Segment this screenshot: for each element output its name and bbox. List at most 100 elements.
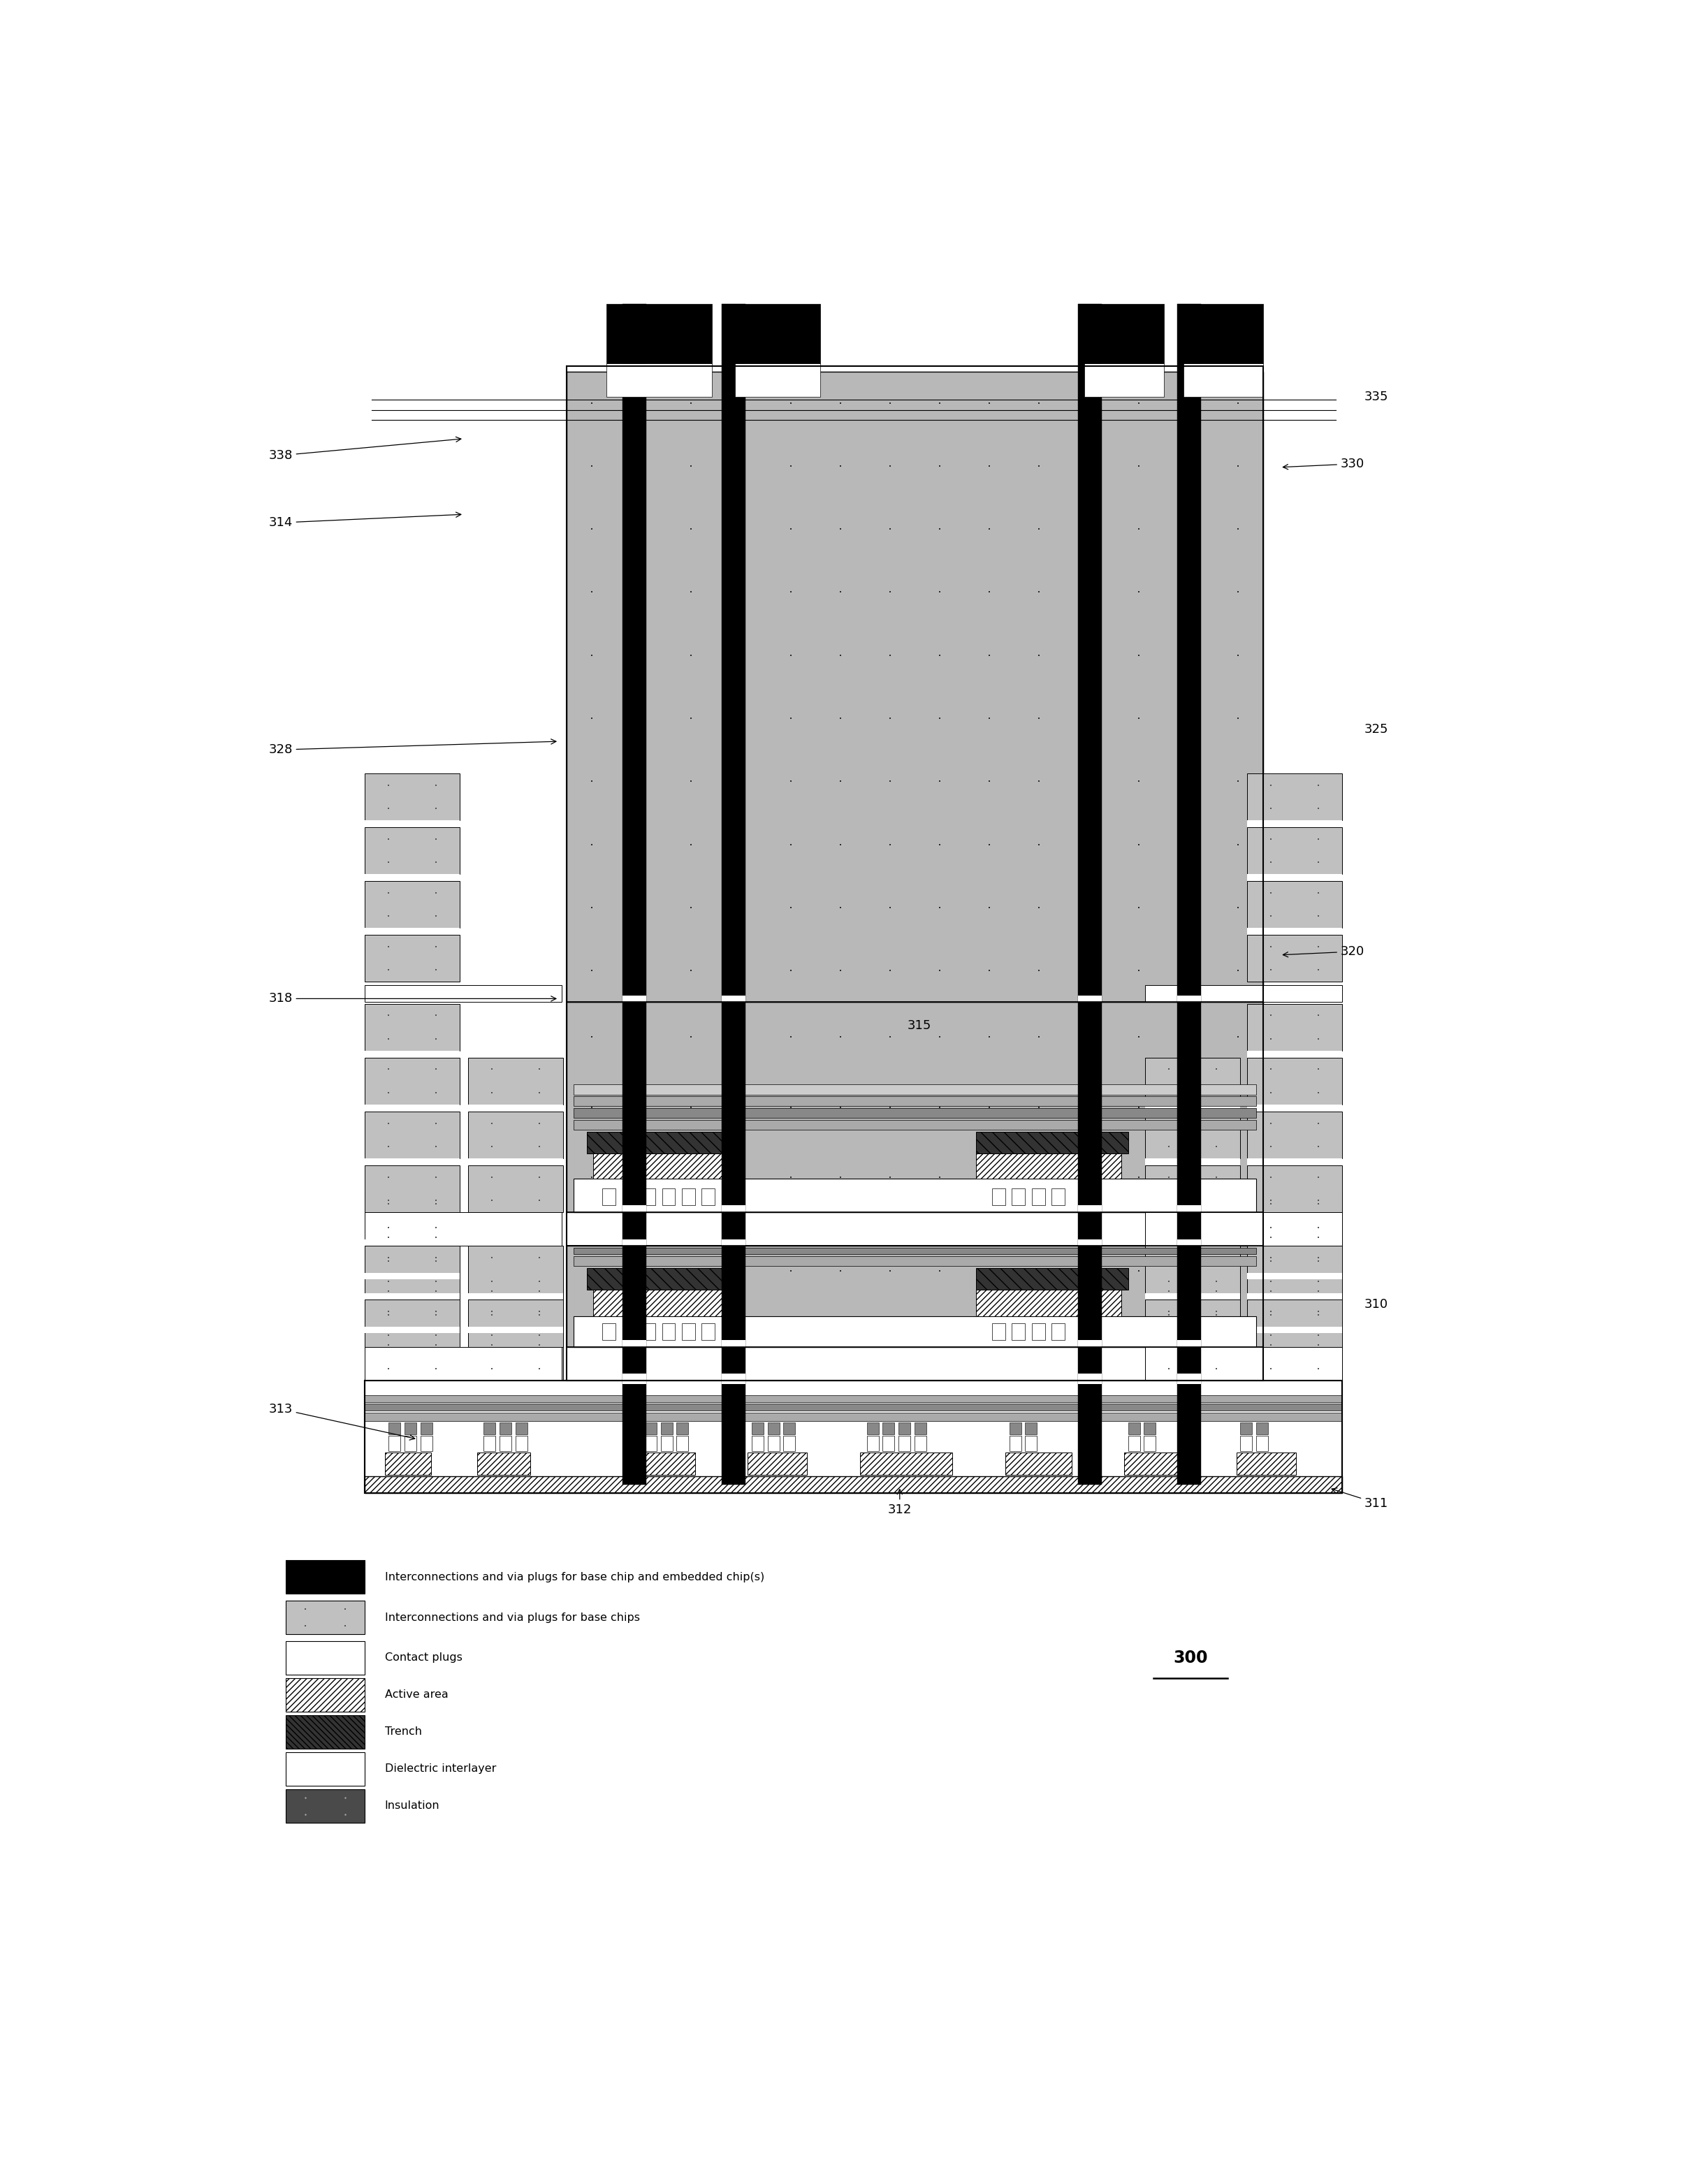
Bar: [642, 1324, 656, 1341]
Point: [291, 1592, 319, 1627]
Bar: [1247, 1273, 1343, 1280]
Point: [423, 1243, 450, 1278]
Point: [1258, 791, 1285, 826]
Point: [1155, 1328, 1183, 1363]
Bar: [574, 1256, 1256, 1267]
Point: [1026, 1254, 1053, 1289]
Point: [375, 767, 402, 802]
Point: [728, 511, 755, 546]
Text: 314: 314: [269, 513, 462, 529]
Bar: [365, 773, 460, 821]
Point: [375, 952, 402, 987]
Point: [1026, 638, 1053, 673]
Point: [423, 1297, 450, 1332]
Bar: [1145, 1280, 1241, 1326]
Point: [1305, 1297, 1333, 1332]
Point: [375, 1053, 402, 1088]
Point: [876, 701, 903, 736]
Point: [1225, 828, 1252, 863]
Point: [925, 764, 953, 799]
Point: [423, 1273, 450, 1308]
Bar: [1184, 363, 1263, 397]
Bar: [1079, 1206, 1102, 1212]
Point: [678, 701, 705, 736]
Point: [423, 1317, 450, 1352]
Point: [1026, 1160, 1053, 1195]
Point: [777, 1160, 804, 1195]
Bar: [721, 1238, 745, 1245]
Bar: [682, 1188, 695, 1206]
Bar: [365, 1293, 460, 1299]
Bar: [622, 1324, 636, 1341]
Bar: [499, 1435, 511, 1450]
Bar: [365, 1380, 1343, 1494]
Point: [1305, 1241, 1333, 1275]
Point: [1305, 928, 1333, 963]
Bar: [389, 1435, 400, 1450]
Bar: [593, 1289, 738, 1317]
Point: [1258, 1186, 1285, 1221]
Bar: [365, 935, 460, 983]
Point: [1125, 574, 1152, 609]
Point: [1305, 1053, 1333, 1088]
Point: [423, 1160, 450, 1195]
Text: 312: 312: [888, 1489, 912, 1516]
Bar: [365, 1158, 460, 1164]
Point: [525, 1297, 552, 1332]
Point: [1305, 1022, 1333, 1057]
Point: [876, 384, 903, 419]
Point: [1258, 998, 1285, 1033]
Point: [375, 1160, 402, 1195]
Point: [826, 384, 854, 419]
Point: [876, 1254, 903, 1289]
Bar: [1184, 304, 1263, 363]
Bar: [751, 1435, 763, 1450]
Point: [1225, 384, 1252, 419]
Point: [375, 791, 402, 826]
Point: [976, 828, 1004, 863]
Point: [525, 1293, 552, 1328]
Point: [1258, 1184, 1285, 1219]
Point: [925, 448, 953, 483]
Point: [678, 764, 705, 799]
Bar: [1079, 1378, 1102, 1385]
Bar: [365, 1192, 460, 1238]
Point: [1203, 1265, 1230, 1299]
Point: [627, 1304, 654, 1339]
Bar: [1026, 1422, 1038, 1435]
Bar: [1177, 1206, 1201, 1212]
Bar: [644, 1435, 656, 1450]
Bar: [976, 1153, 1121, 1179]
Point: [728, 638, 755, 673]
Point: [1203, 1105, 1230, 1140]
Point: [976, 952, 1004, 987]
Point: [1026, 384, 1053, 419]
Point: [777, 1304, 804, 1339]
Bar: [286, 1789, 365, 1824]
Point: [423, 845, 450, 880]
Point: [1026, 889, 1053, 924]
Point: [1258, 1105, 1285, 1140]
Point: [925, 1160, 953, 1195]
Bar: [915, 1422, 927, 1435]
Point: [375, 928, 402, 963]
Bar: [1012, 1324, 1026, 1341]
Bar: [992, 1324, 1005, 1341]
Bar: [622, 1452, 695, 1474]
Point: [1125, 1304, 1152, 1339]
Bar: [365, 1348, 562, 1380]
Bar: [404, 1435, 416, 1450]
Bar: [622, 304, 646, 1485]
Bar: [622, 996, 646, 1002]
Point: [1258, 928, 1285, 963]
Bar: [1241, 1435, 1252, 1450]
Point: [1155, 1105, 1183, 1140]
Point: [479, 1241, 506, 1275]
Bar: [1247, 1238, 1343, 1245]
Point: [375, 998, 402, 1033]
Point: [728, 828, 755, 863]
Point: [1125, 889, 1152, 924]
Bar: [365, 821, 460, 828]
Point: [1203, 1129, 1230, 1164]
Bar: [1247, 1326, 1343, 1332]
